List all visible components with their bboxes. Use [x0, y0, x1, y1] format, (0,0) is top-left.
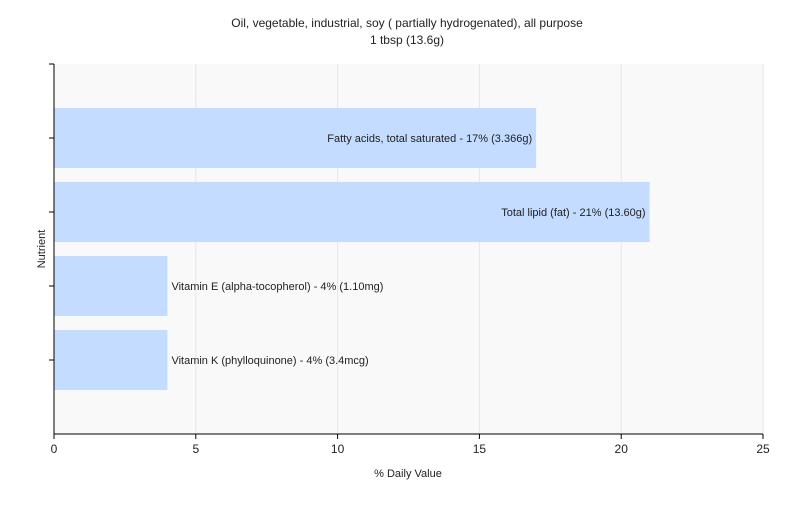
bar	[54, 182, 650, 242]
x-axis-label: % Daily Value	[374, 468, 442, 480]
data-label: Vitamin E (alpha-tocopherol) - 4% (1.10m…	[171, 281, 383, 293]
bar	[54, 108, 537, 168]
x-tick-label: 15	[473, 442, 487, 456]
y-axis-label: Nutrient	[36, 230, 48, 269]
x-tick-label: 5	[192, 442, 199, 456]
chart-subtitle: 1 tbsp (13.6g)	[370, 33, 444, 47]
data-label: Total lipid (fat) - 21% (13.60g)	[501, 207, 645, 219]
bar	[54, 330, 168, 390]
plot-area: Fatty acids, total saturated - 17% (3.36…	[49, 63, 770, 456]
data-label: Vitamin K (phylloquinone) - 4% (3.4mcg)	[171, 355, 368, 367]
x-tick-label: 0	[51, 442, 58, 456]
x-tick-label: 10	[331, 442, 345, 456]
bar	[54, 256, 168, 316]
x-tick-label: 25	[756, 442, 770, 456]
data-label: Fatty acids, total saturated - 17% (3.36…	[327, 133, 532, 145]
chart-title: Oil, vegetable, industrial, soy ( partia…	[231, 16, 583, 30]
x-tick-label: 20	[615, 442, 629, 456]
